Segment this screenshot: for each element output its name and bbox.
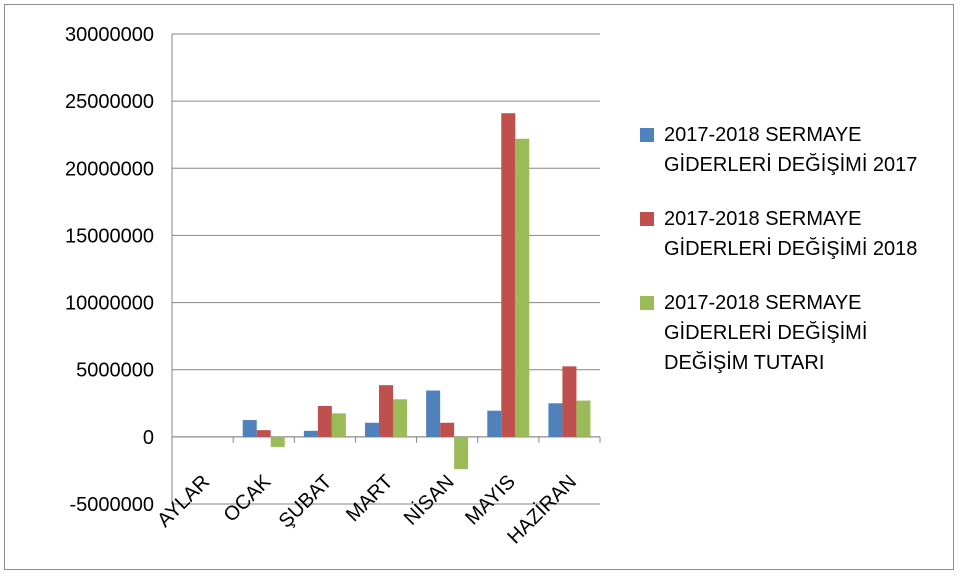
bar-difference-2 — [331, 413, 346, 437]
bar-2017-3 — [365, 422, 379, 437]
bar-difference-1 — [270, 436, 285, 447]
bar-2018-5 — [501, 113, 516, 437]
bar-difference-5 — [515, 138, 530, 437]
y-tick-label: 10000000 — [65, 293, 154, 315]
bar-2017-2 — [303, 430, 318, 437]
x-tick-label: OCAK — [220, 470, 276, 526]
bar-2018-3 — [379, 385, 393, 437]
legend-item-difference: 2017-2018 SERMAYE GİDERLERİ DEĞİŞİMİ DEĞ… — [640, 288, 950, 378]
x-tick-label: AYLAR — [153, 471, 214, 532]
chart-frame — [4, 4, 954, 570]
legend-label-2018: 2017-2018 SERMAYE GİDERLERİ DEĞİŞİMİ 201… — [664, 208, 918, 260]
bar-2018-4 — [440, 422, 455, 437]
y-tick-label: -5000000 — [69, 494, 154, 516]
y-tick-label: 25000000 — [65, 91, 154, 113]
legend-label-difference: 2017-2018 SERMAYE GİDERLERİ DEĞİŞİMİ DEĞ… — [664, 292, 868, 374]
y-tick-label: 5000000 — [76, 360, 154, 382]
bar-difference-6 — [576, 400, 591, 437]
legend-label-2017: 2017-2018 SERMAYE GİDERLERİ DEĞİŞİMİ 201… — [664, 124, 918, 176]
x-tick-label: MAYIS — [461, 471, 520, 530]
legend-item-2017: 2017-2018 SERMAYE GİDERLERİ DEĞİŞİMİ 201… — [640, 120, 950, 180]
legend-item-2018: 2017-2018 SERMAYE GİDERLERİ DEĞİŞİMİ 201… — [640, 204, 950, 264]
legend-swatch-2017 — [640, 128, 654, 142]
legend-swatch-2018 — [640, 212, 654, 226]
bar-difference-3 — [393, 399, 407, 437]
bar-2018-1 — [256, 430, 271, 437]
bar-difference-4 — [454, 436, 469, 470]
bar-2017-5 — [487, 410, 502, 437]
y-tick-label: 0 — [143, 427, 154, 449]
x-tick-label: NİSAN — [399, 470, 458, 529]
y-tick-label: 15000000 — [65, 225, 154, 247]
bar-2017-1 — [242, 420, 257, 437]
bar-2017-4 — [426, 390, 441, 437]
y-tick-label: 30000000 — [65, 24, 154, 46]
legend-swatch-difference — [640, 296, 654, 310]
y-tick-label: 20000000 — [65, 158, 154, 180]
bar-2018-2 — [317, 405, 332, 437]
x-tick-label: ŞUBAT — [275, 471, 337, 533]
x-tick-label: MART — [342, 471, 397, 526]
bar-2018-6 — [562, 366, 577, 437]
legend: 2017-2018 SERMAYE GİDERLERİ DEĞİŞİMİ 201… — [640, 120, 950, 402]
bar-2017-6 — [548, 403, 563, 437]
